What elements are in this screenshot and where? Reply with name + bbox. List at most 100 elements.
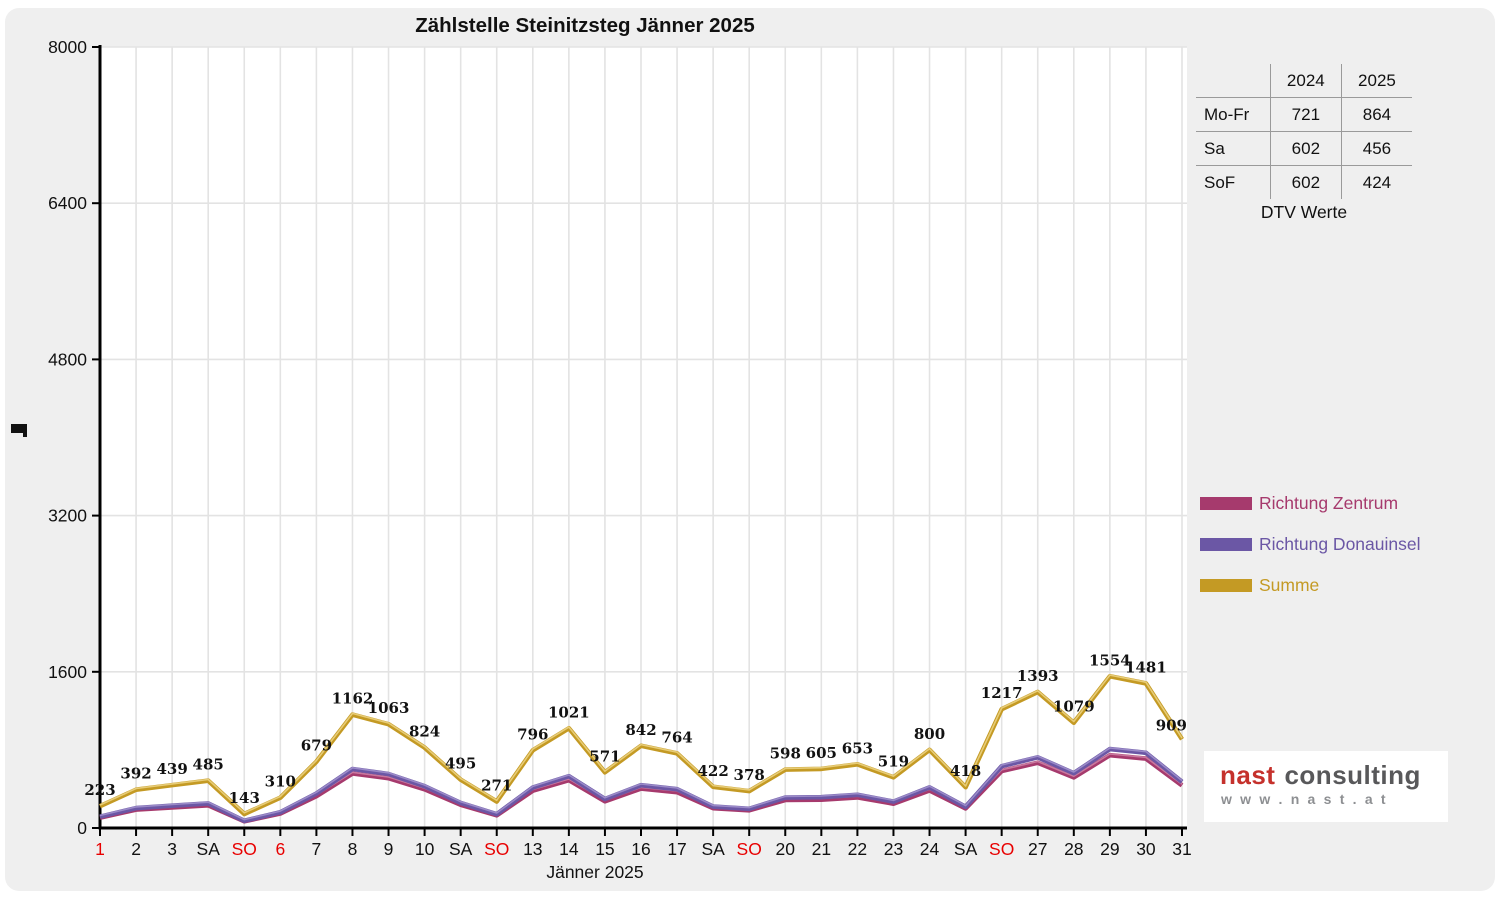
summe-data-label: 653 (842, 739, 873, 757)
summe-data-label: 1079 (1053, 698, 1095, 716)
summe-data-label: 1554 (1089, 651, 1131, 669)
sa-2025: 456 (1340, 131, 1412, 166)
summe-data-label: 571 (589, 747, 620, 765)
summe-data-label: 909 (1156, 716, 1187, 734)
x-tick-label-holiday: SO (484, 839, 509, 859)
table-header-2025: 2025 (1340, 64, 1412, 98)
summe-data-label: 800 (914, 725, 945, 743)
x-tick-label-holiday: 6 (275, 839, 285, 859)
x-tick-label: 8 (348, 839, 358, 859)
summe-data-label: 310 (265, 773, 296, 791)
y-axis-title-glyph (10, 421, 34, 446)
summe-data-label: 1393 (1017, 667, 1059, 685)
x-tick-label: 27 (1028, 839, 1047, 859)
x-tick-label-holiday: 1 (95, 839, 105, 859)
x-tick-label: SA (449, 839, 473, 859)
summe-data-label: 605 (806, 744, 837, 762)
y-tick-label: 0 (77, 818, 87, 838)
x-tick-label: 7 (312, 839, 322, 859)
x-tick-label: 23 (884, 839, 903, 859)
row-label-mofr: Mo-Fr (1196, 97, 1271, 132)
x-tick-label: 17 (667, 839, 686, 859)
summe-data-label: 392 (120, 765, 151, 783)
summe-data-label: 485 (193, 756, 224, 774)
summe-data-label: 1162 (332, 690, 374, 708)
summe-data-label: 796 (517, 725, 548, 743)
x-tick-label: 15 (595, 839, 614, 859)
x-tick-label: SA (701, 839, 725, 859)
x-tick-label: 24 (920, 839, 940, 859)
sof-2025: 424 (1340, 165, 1412, 199)
summe-data-label: 1063 (368, 699, 410, 717)
table-header-empty (1196, 64, 1270, 98)
summe-data-label: 842 (625, 721, 656, 739)
x-tick-label: 2 (131, 839, 141, 859)
summe-data-label: 519 (878, 752, 909, 770)
summe-data-label: 495 (445, 755, 476, 773)
summe-data-label: 1021 (548, 703, 590, 721)
x-tick-label: 29 (1100, 839, 1119, 859)
y-tick-label: 6400 (48, 193, 87, 213)
logo-suffix: consulting (1284, 760, 1421, 790)
x-tick-label-holiday: SO (737, 839, 762, 859)
summe-data-label: 223 (84, 781, 115, 799)
x-tick-label: 13 (523, 839, 542, 859)
summe-data-label: 378 (734, 766, 765, 784)
summe-data-label: 1217 (981, 684, 1023, 702)
table-row: Sa 602 456 (1196, 131, 1412, 166)
x-tick-label: 16 (631, 839, 650, 859)
x-tick-label: 9 (384, 839, 394, 859)
mofr-2024: 721 (1269, 97, 1342, 132)
summe-data-label: 1481 (1125, 658, 1167, 676)
legend-label: Richtung Zentrum (1259, 492, 1399, 513)
x-tick-label: 3 (167, 839, 177, 859)
x-tick-label: 21 (812, 839, 831, 859)
legend-item-richtung-donauinsel: Richtung Donauinsel (1200, 534, 1421, 554)
logo-url: w w w . n a s t . a t (1221, 791, 1388, 807)
sof-2024: 602 (1269, 165, 1342, 199)
legend-item-summe: Summe (1200, 575, 1421, 595)
row-label-sa: Sa (1196, 131, 1271, 166)
y-tick-label: 1600 (48, 662, 87, 682)
x-tick-label: 30 (1136, 839, 1156, 859)
x-tick-label: 10 (415, 839, 435, 859)
x-axis-title: Jänner 2025 (546, 862, 644, 882)
legend-label: Summe (1259, 574, 1320, 595)
sa-2024: 602 (1269, 131, 1342, 166)
summe-data-label: 824 (409, 723, 440, 741)
chart-legend: Richtung Zentrum Richtung Donauinsel Sum… (1200, 493, 1421, 616)
x-tick-label: 22 (848, 839, 867, 859)
legend-label: Richtung Donauinsel (1259, 533, 1421, 554)
table-header-2024: 2024 (1269, 64, 1342, 98)
row-label-sof: SoF (1196, 165, 1271, 199)
legend-swatch-zentrum (1200, 496, 1252, 510)
x-tick-label: 20 (776, 839, 796, 859)
summe-data-label: 439 (156, 760, 187, 778)
plot-background (100, 47, 1187, 828)
nast-consulting-logo: nast consulting w w w . n a s t . a t (1204, 751, 1448, 822)
dtv-table: 2024 2025 Mo-Fr 721 864 Sa 602 456 SoF 6… (1196, 64, 1412, 223)
mofr-2025: 864 (1340, 97, 1412, 132)
series-line-highlight (99, 674, 1183, 814)
series-line-highlight (99, 747, 1183, 821)
summe-data-label: 271 (481, 777, 512, 795)
x-tick-label: 31 (1172, 839, 1191, 859)
logo-wordmark: nast consulting (1220, 762, 1448, 788)
legend-item-richtung-zentrum: Richtung Zentrum (1200, 493, 1421, 513)
summe-data-label: 418 (950, 762, 981, 780)
x-tick-label-holiday: SO (232, 839, 257, 859)
x-tick-label: 14 (559, 839, 579, 859)
chart-title: Zählstelle Steinitzsteg Jänner 2025 (415, 14, 755, 37)
y-tick-label: 3200 (48, 506, 87, 526)
x-tick-label: SA (197, 839, 221, 859)
x-tick-label: SA (954, 839, 978, 859)
x-tick-label-holiday: SO (989, 839, 1014, 859)
summe-data-label: 764 (661, 728, 692, 746)
y-tick-label: 8000 (48, 37, 87, 57)
table-row: SoF 602 424 (1196, 165, 1412, 199)
summe-data-label: 422 (697, 762, 728, 780)
summe-data-label: 143 (229, 789, 260, 807)
table-caption: DTV Werte (1260, 202, 1348, 222)
logo-brand: nast (1220, 760, 1276, 790)
